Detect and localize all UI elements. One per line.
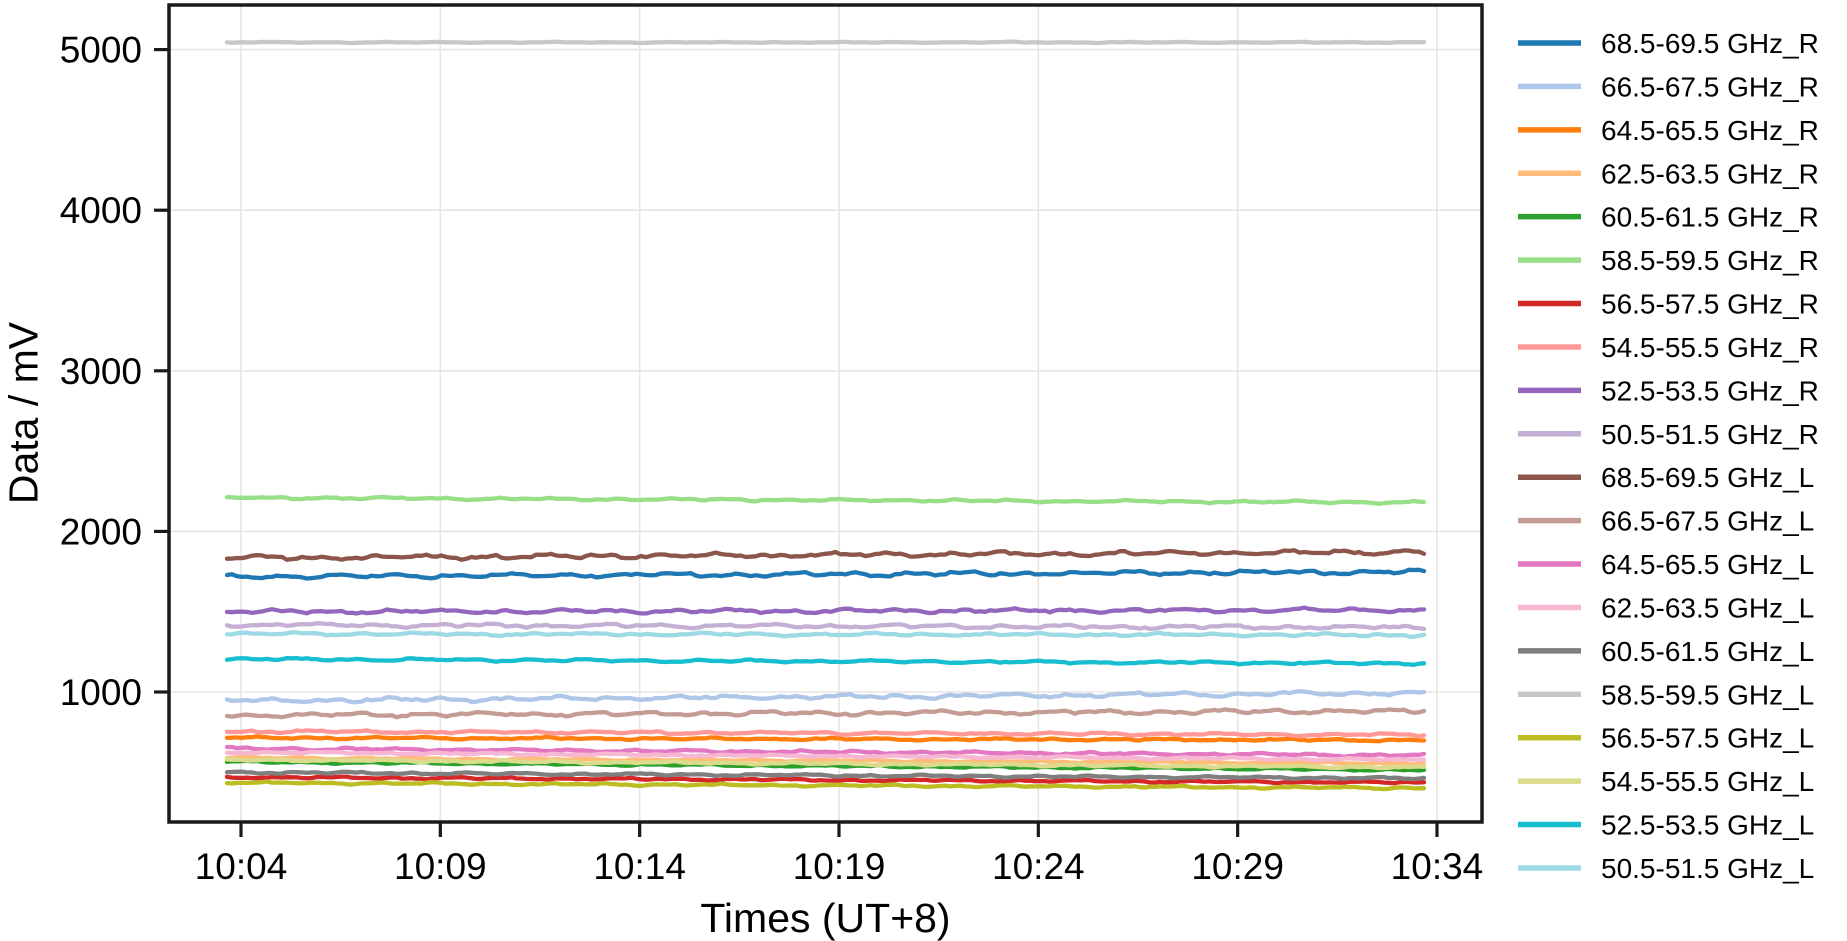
- y-tick-label: 2000: [60, 511, 142, 552]
- series-line: [224, 39, 1427, 46]
- legend-label: 52.5-53.5 GHz_R: [1601, 375, 1819, 406]
- x-tick-label: 10:04: [195, 846, 288, 887]
- series-line: [224, 754, 1427, 767]
- legend-label: 50.5-51.5 GHz_R: [1601, 419, 1819, 450]
- legend-label: 68.5-69.5 GHz_L: [1601, 462, 1814, 493]
- series-line: [224, 630, 1427, 639]
- series-line: [224, 548, 1427, 562]
- legend-label: 58.5-59.5 GHz_L: [1601, 679, 1814, 710]
- legend-label: 66.5-67.5 GHz_R: [1601, 71, 1819, 102]
- series-line: [224, 774, 1427, 786]
- y-tick-label: 5000: [60, 30, 142, 71]
- x-axis-title: Times (UT+8): [700, 895, 951, 941]
- series-line: [224, 744, 1427, 760]
- legend-label: 56.5-57.5 GHz_R: [1601, 289, 1819, 320]
- legend-label: 52.5-53.5 GHz_L: [1601, 810, 1814, 841]
- legend-label: 66.5-67.5 GHz_L: [1601, 506, 1814, 537]
- y-axis-title: Data / mV: [0, 321, 47, 505]
- x-tick-label: 10:19: [793, 846, 886, 887]
- legend-label: 64.5-65.5 GHz_R: [1601, 115, 1819, 146]
- series-line: [224, 621, 1427, 632]
- series-line: [224, 605, 1427, 616]
- series-line: [224, 567, 1427, 581]
- x-tick-label: 10:24: [992, 846, 1085, 887]
- legend-label: 54.5-55.5 GHz_R: [1601, 332, 1819, 363]
- x-tick-label: 10:14: [593, 846, 686, 887]
- y-tick-label: 4000: [60, 190, 142, 231]
- x-tick-label: 10:29: [1191, 846, 1284, 887]
- series-line: [224, 655, 1427, 667]
- series-line: [224, 689, 1427, 705]
- series-line: [224, 779, 1427, 792]
- series-line: [224, 749, 1427, 763]
- legend-label: 54.5-55.5 GHz_L: [1601, 766, 1814, 797]
- series-line: [224, 734, 1427, 744]
- series-line: [224, 769, 1427, 782]
- plot-border: [167, 3, 1484, 824]
- series-line: [224, 757, 1427, 771]
- legend-label: 64.5-65.5 GHz_L: [1601, 549, 1814, 580]
- legend-label: 62.5-63.5 GHz_L: [1601, 592, 1814, 623]
- series-line: [224, 728, 1427, 739]
- series-line: [224, 707, 1427, 720]
- legend-label: 56.5-57.5 GHz_L: [1601, 723, 1814, 754]
- y-tick-label: 1000: [60, 672, 142, 713]
- legend-label: 50.5-51.5 GHz_L: [1601, 853, 1814, 884]
- x-tick-label: 10:09: [394, 846, 487, 887]
- legend-label: 60.5-61.5 GHz_R: [1601, 202, 1819, 233]
- y-tick-label: 3000: [60, 351, 142, 392]
- legend-label: 68.5-69.5 GHz_R: [1601, 28, 1819, 59]
- x-tick-label: 10:34: [1391, 846, 1484, 887]
- legend-label: 60.5-61.5 GHz_L: [1601, 636, 1814, 667]
- legend-label: 58.5-59.5 GHz_R: [1601, 245, 1819, 276]
- series-line: [224, 494, 1427, 506]
- legend-label: 62.5-63.5 GHz_R: [1601, 158, 1819, 189]
